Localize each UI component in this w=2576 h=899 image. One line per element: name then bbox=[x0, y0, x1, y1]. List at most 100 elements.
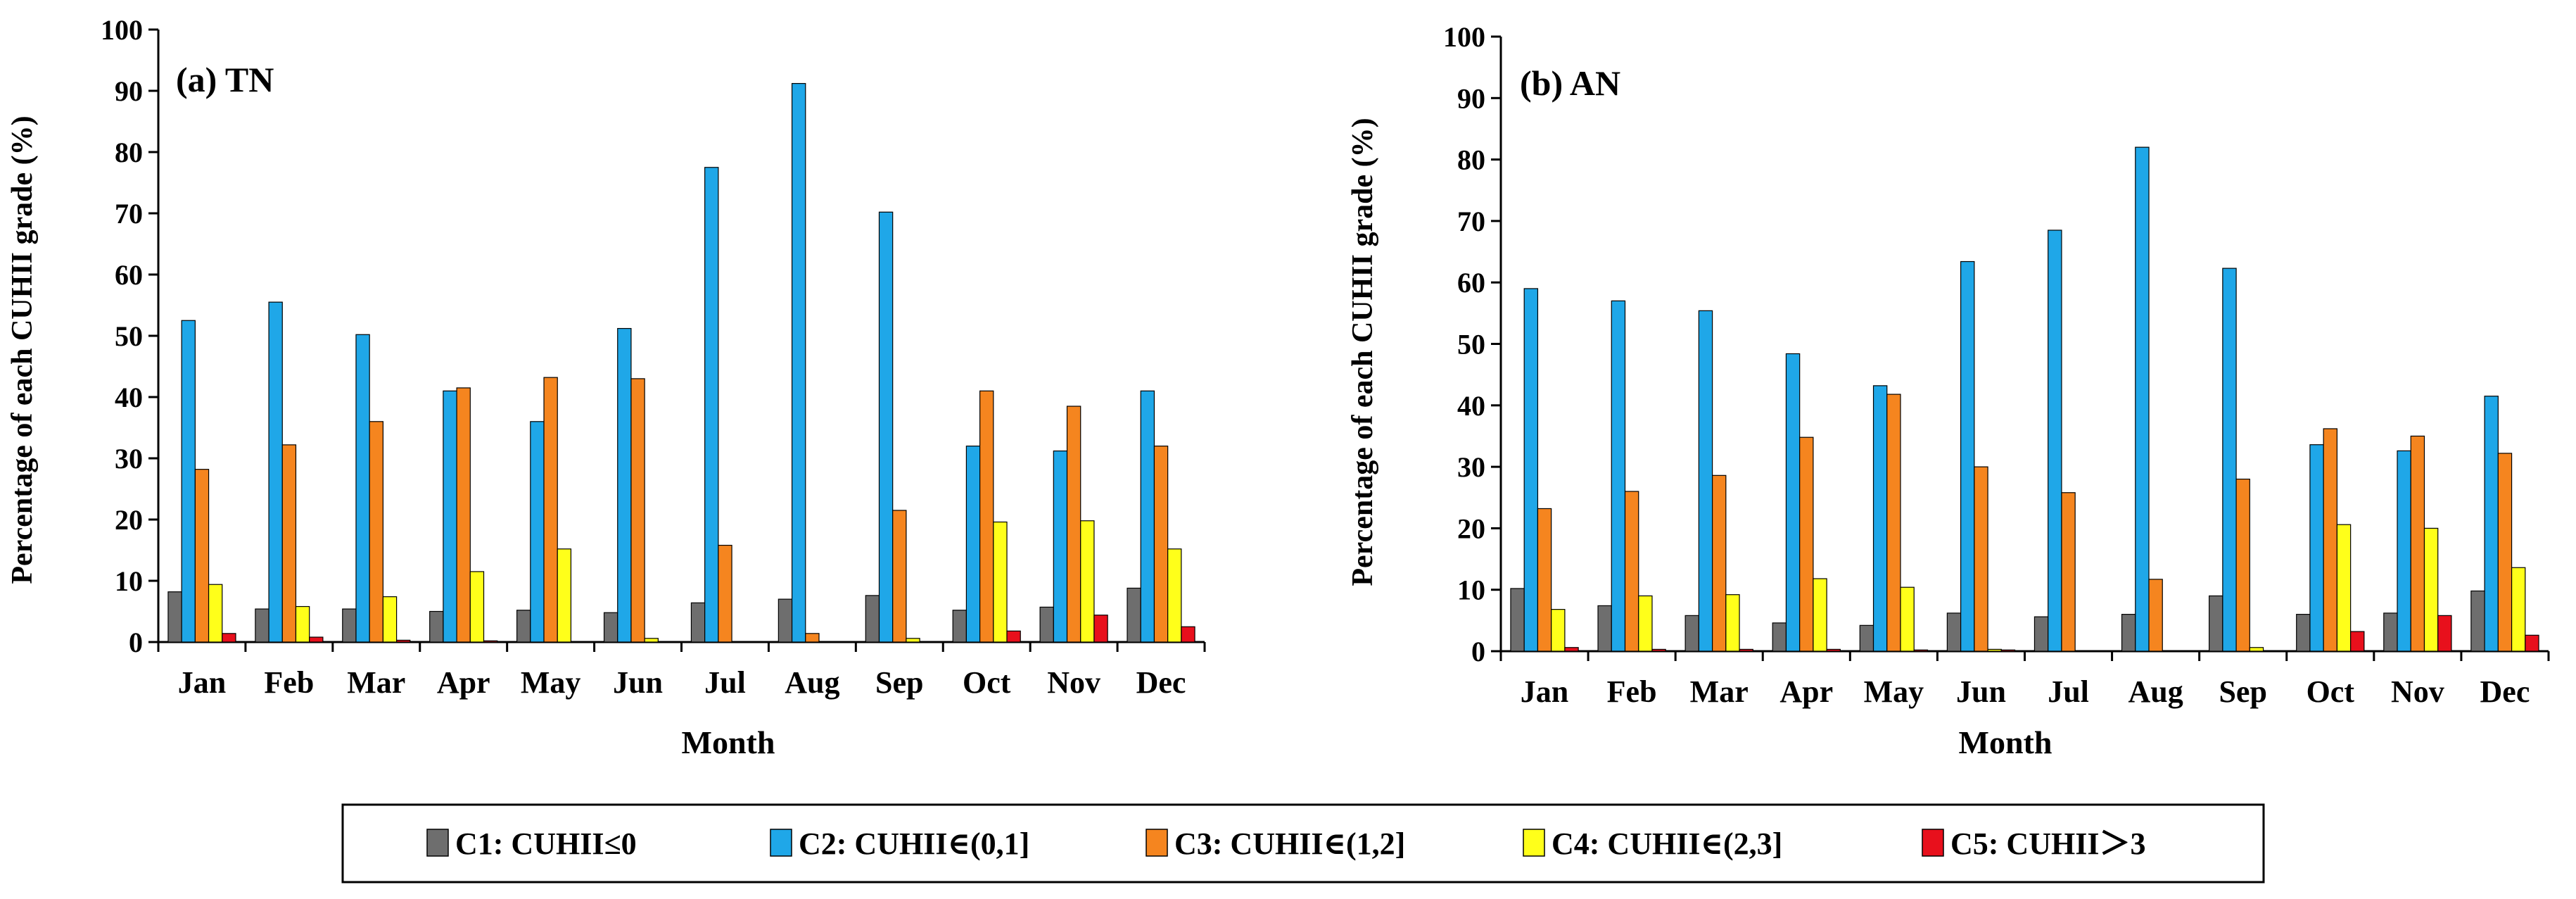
bar-c4-jan bbox=[208, 584, 223, 643]
bar-c4-mar bbox=[1725, 594, 1740, 652]
y-tick-label: 100 bbox=[101, 14, 143, 46]
x-tick-label: Jul bbox=[2048, 674, 2089, 709]
legend-swatch bbox=[1523, 829, 1545, 857]
bar-c1-nov bbox=[1039, 606, 1054, 643]
bar-c4-jun bbox=[1987, 648, 2002, 652]
x-tick-label: Feb bbox=[1607, 674, 1657, 709]
bar-c1-sep bbox=[2209, 595, 2223, 652]
bar-c4-jun bbox=[644, 638, 659, 643]
y-tick-label: 0 bbox=[1471, 636, 1485, 667]
panel-a-chart: (a) TN Month Percentage of each CUHII gr… bbox=[6, 14, 1206, 760]
y-tick-label: 100 bbox=[1443, 21, 1485, 53]
y-tick-label: 10 bbox=[115, 565, 143, 597]
bar-c1-aug bbox=[778, 598, 793, 643]
x-tick-label: Nov bbox=[2391, 674, 2444, 709]
bar-c3-jan bbox=[194, 469, 210, 643]
panel-b-y-axis-title: Percentage of each CUHII grade (%) bbox=[1347, 118, 1379, 586]
bar-c5-feb bbox=[309, 636, 324, 643]
bar-c1-may bbox=[1859, 624, 1874, 652]
bar-c3-jul bbox=[2061, 492, 2076, 652]
bar-c5-dec bbox=[2525, 634, 2539, 652]
bar-c5-jul bbox=[2088, 650, 2103, 652]
bar-c4-sep bbox=[2249, 647, 2264, 652]
bar-c4-dec bbox=[2511, 567, 2526, 652]
x-tick-label: Apr bbox=[437, 665, 490, 700]
bar-c2-sep bbox=[878, 211, 894, 643]
x-tick-label: Dec bbox=[1136, 665, 1186, 700]
bar-c2-jun bbox=[617, 327, 632, 643]
x-tick-label: Nov bbox=[1047, 665, 1100, 700]
bar-c1-mar bbox=[1684, 615, 1699, 652]
bar-c4-sep bbox=[906, 638, 920, 643]
bar-c5-apr bbox=[1826, 648, 1841, 652]
x-tick-label: Jun bbox=[1956, 674, 2006, 709]
bar-c3-mar bbox=[369, 421, 383, 643]
bar-c5-nov bbox=[1093, 615, 1108, 643]
y-tick-label: 90 bbox=[115, 75, 143, 107]
x-tick-label: Sep bbox=[875, 665, 923, 700]
bar-c4-mar bbox=[382, 596, 398, 643]
bar-c5-jun bbox=[2000, 649, 2016, 652]
bar-c1-feb bbox=[255, 608, 269, 643]
bar-c1-feb bbox=[1597, 605, 1612, 652]
panel-b-x-axis-title: Month bbox=[1959, 724, 2052, 760]
bar-c2-may bbox=[530, 421, 545, 643]
bar-c2-jun bbox=[1960, 260, 1975, 652]
bar-c3-dec bbox=[2497, 453, 2513, 652]
y-tick-label: 80 bbox=[1457, 144, 1485, 176]
bar-c4-may bbox=[1900, 586, 1915, 652]
x-tick-label: Sep bbox=[2219, 674, 2266, 709]
bar-c3-may bbox=[1886, 394, 1901, 652]
bar-c2-may bbox=[1872, 385, 1888, 652]
legend-label: C2: CUHII∈(0,1] bbox=[799, 826, 1029, 861]
bar-c4-apr bbox=[469, 571, 485, 643]
bar-c5-jun bbox=[657, 641, 673, 643]
y-tick-label: 30 bbox=[115, 443, 143, 474]
x-tick-label: Aug bbox=[785, 665, 839, 700]
y-tick-label: 60 bbox=[1457, 267, 1485, 298]
bar-c5-mar bbox=[1739, 648, 1753, 652]
legend-label: C4: CUHII∈(2,3] bbox=[1552, 826, 1782, 861]
legend-swatch bbox=[426, 829, 449, 857]
bar-c3-feb bbox=[1624, 491, 1639, 652]
legend-swatch bbox=[770, 829, 792, 857]
bar-c3-may bbox=[543, 377, 558, 643]
bar-c2-nov bbox=[1053, 450, 1068, 643]
bar-c2-aug bbox=[2135, 146, 2150, 652]
bar-c2-nov bbox=[2397, 450, 2411, 652]
bar-c1-aug bbox=[2121, 614, 2136, 652]
x-tick-label: May bbox=[521, 665, 581, 700]
bar-c5-dec bbox=[1181, 626, 1195, 643]
y-tick-label: 20 bbox=[115, 504, 143, 536]
x-tick-label: Apr bbox=[1779, 674, 1833, 709]
bar-c5-jan bbox=[1564, 647, 1579, 652]
legend-swatch bbox=[1146, 829, 1168, 857]
x-tick-label: Jun bbox=[613, 665, 663, 700]
bar-c3-sep bbox=[892, 510, 907, 643]
bar-c5-apr bbox=[483, 640, 498, 643]
bar-c3-nov bbox=[2410, 435, 2425, 652]
bar-c2-jul bbox=[2048, 230, 2062, 652]
bar-c5-mar bbox=[396, 639, 411, 643]
bar-c4-nov bbox=[2423, 527, 2439, 652]
bar-c5-may bbox=[570, 641, 585, 643]
y-tick-label: 90 bbox=[1457, 82, 1485, 114]
bar-c1-apr bbox=[429, 610, 444, 643]
bar-c5-oct bbox=[1006, 630, 1021, 643]
bar-c1-dec bbox=[2470, 590, 2485, 652]
y-tick-label: 40 bbox=[1457, 390, 1485, 422]
bar-c1-sep bbox=[865, 595, 880, 643]
legend-label: C3: CUHII∈(1,2] bbox=[1174, 826, 1405, 861]
panel-b-label: (b) AN bbox=[1520, 63, 1620, 103]
bar-c3-jan bbox=[1537, 508, 1552, 652]
bar-c5-nov bbox=[2437, 615, 2452, 652]
bar-c5-may bbox=[1913, 649, 1929, 652]
x-tick-label: May bbox=[1864, 674, 1924, 709]
y-tick-label: 50 bbox=[115, 320, 143, 352]
bar-c1-oct bbox=[2296, 614, 2311, 652]
x-tick-label: Mar bbox=[347, 665, 405, 700]
bar-c4-dec bbox=[1167, 548, 1182, 643]
bar-c2-apr bbox=[443, 390, 457, 643]
bar-c3-aug bbox=[805, 633, 820, 643]
bar-c3-feb bbox=[281, 444, 297, 643]
